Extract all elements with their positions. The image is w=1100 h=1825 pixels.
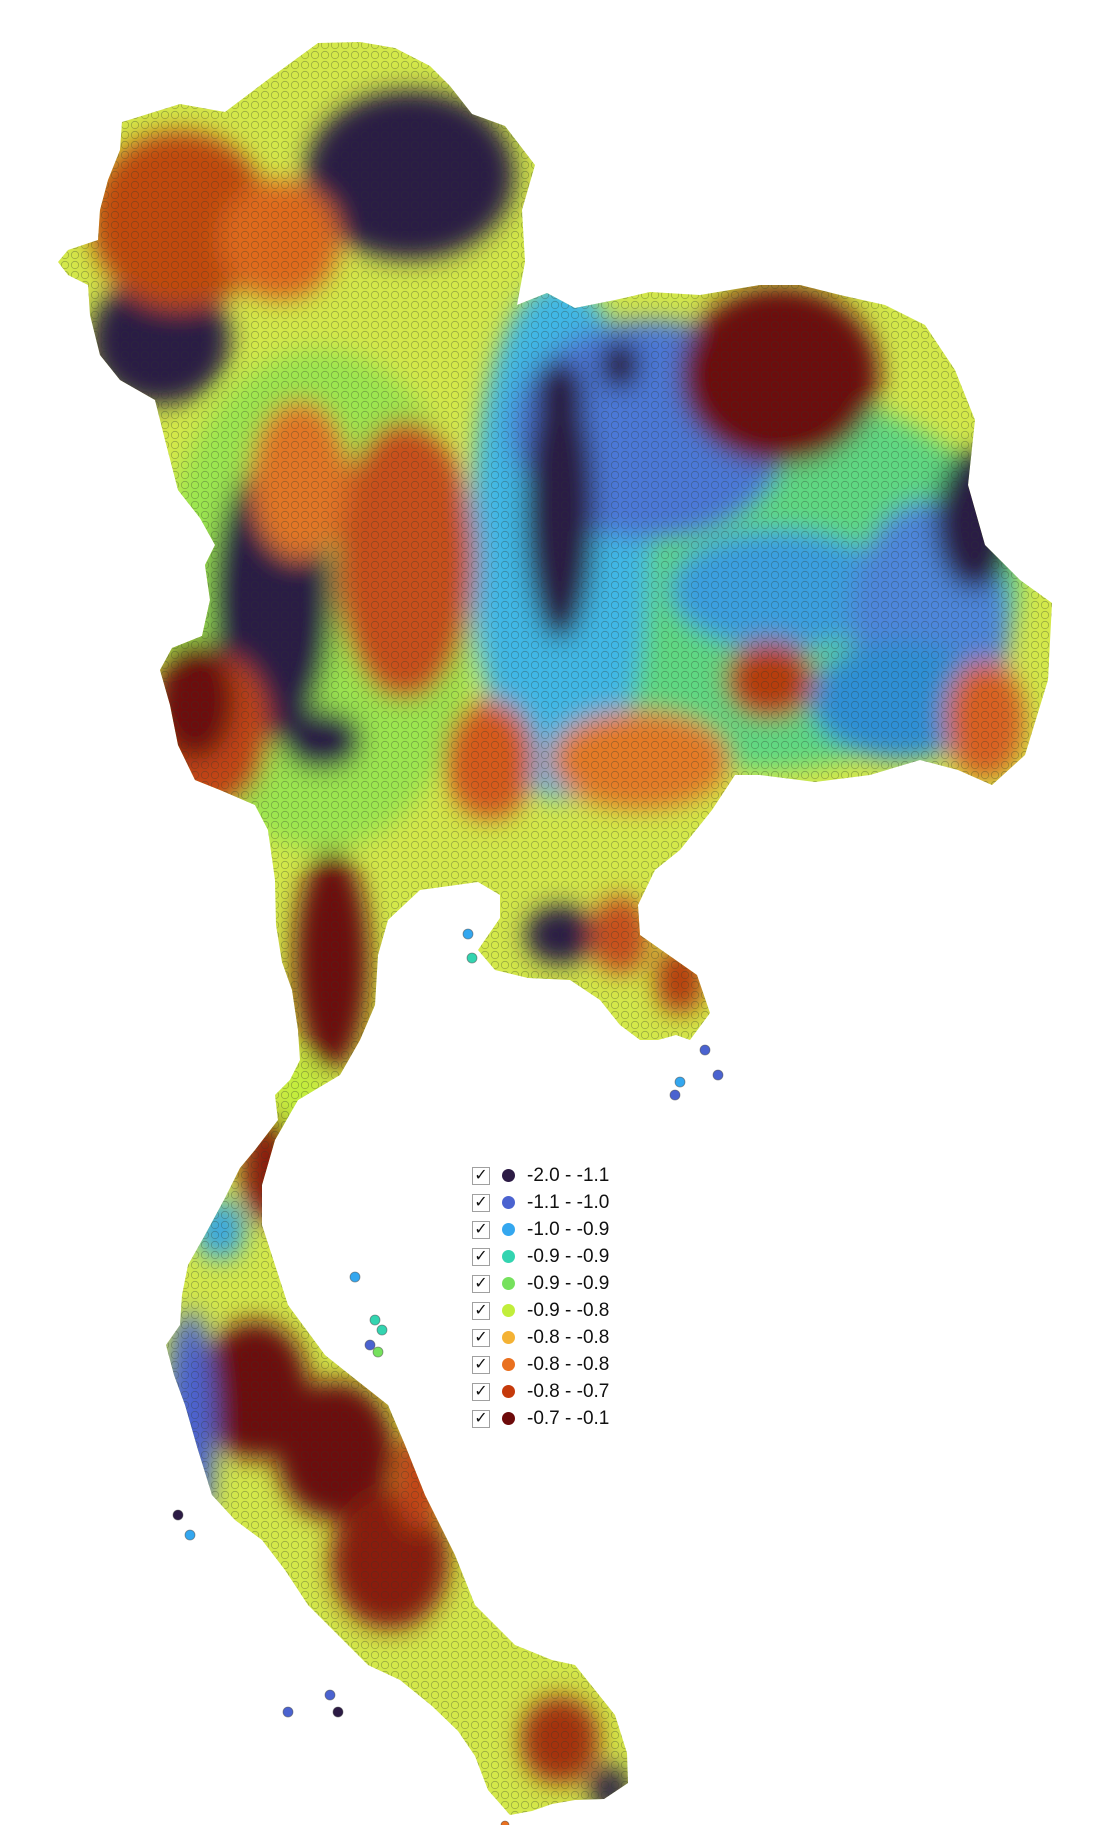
legend-label: -1.1 - -1.0 xyxy=(527,1191,610,1213)
legend-label: -2.0 - -1.1 xyxy=(527,1164,610,1186)
legend-checkbox[interactable]: ✓ xyxy=(472,1166,490,1185)
island-point xyxy=(500,1820,510,1825)
legend-checkbox[interactable]: ✓ xyxy=(472,1193,490,1212)
legend-swatch-circle xyxy=(502,1169,515,1182)
island-point xyxy=(466,952,478,964)
island-points xyxy=(172,928,724,1825)
island-point xyxy=(674,1076,686,1088)
legend-label: -0.8 - -0.7 xyxy=(527,1380,610,1402)
legend-item: ✓ -0.8 - -0.8 xyxy=(472,1351,662,1378)
legend-swatch-circle xyxy=(502,1331,515,1344)
legend-swatch-circle xyxy=(502,1412,515,1425)
legend-checkbox[interactable]: ✓ xyxy=(472,1274,490,1293)
legend-item: ✓ -0.7 - -0.1 xyxy=(472,1405,662,1432)
legend-item: ✓ -0.8 - -0.8 xyxy=(472,1324,662,1351)
legend-swatch-circle xyxy=(502,1358,515,1371)
legend-swatch-circle xyxy=(502,1385,515,1398)
island-point xyxy=(669,1089,681,1101)
island-point xyxy=(282,1706,294,1718)
legend-label: -0.9 - -0.8 xyxy=(527,1299,610,1321)
legend-checkbox[interactable]: ✓ xyxy=(472,1328,490,1347)
legend-label: -0.8 - -0.8 xyxy=(527,1353,610,1375)
island-point xyxy=(372,1346,384,1358)
legend-item: ✓ -1.1 - -1.0 xyxy=(472,1189,662,1216)
island-point xyxy=(699,1044,711,1056)
legend-checkbox[interactable]: ✓ xyxy=(472,1301,490,1320)
island-point xyxy=(462,928,474,940)
legend-item: ✓ -0.9 - -0.9 xyxy=(472,1243,662,1270)
legend-item: ✓ -1.0 - -0.9 xyxy=(472,1216,662,1243)
island-point xyxy=(349,1271,361,1283)
legend-label: -0.7 - -0.1 xyxy=(527,1407,610,1429)
legend-swatch-circle xyxy=(502,1250,515,1263)
legend-swatch-circle xyxy=(502,1196,515,1209)
legend-swatch-circle xyxy=(502,1277,515,1290)
island-point xyxy=(332,1706,344,1718)
legend-item: ✓ -0.9 - -0.9 xyxy=(472,1270,662,1297)
legend-label: -0.9 - -0.9 xyxy=(527,1272,610,1294)
island-point xyxy=(712,1069,724,1081)
legend: ✓ -2.0 - -1.1 ✓ -1.1 - -1.0 ✓ -1.0 - -0.9 ✓ -0.… xyxy=(472,1162,662,1432)
legend-item: ✓ -2.0 - -1.1 xyxy=(472,1162,662,1189)
legend-item: ✓ -0.9 - -0.8 xyxy=(472,1297,662,1324)
legend-label: -1.0 - -0.9 xyxy=(527,1218,610,1240)
legend-checkbox[interactable]: ✓ xyxy=(472,1220,490,1239)
island-point xyxy=(376,1324,388,1336)
legend-checkbox[interactable]: ✓ xyxy=(472,1409,490,1428)
island-point xyxy=(184,1529,196,1541)
legend-swatch-circle xyxy=(502,1304,515,1317)
legend-label: -0.9 - -0.9 xyxy=(527,1245,610,1267)
island-point xyxy=(172,1509,184,1521)
legend-item: ✓ -0.8 - -0.7 xyxy=(472,1378,662,1405)
island-point xyxy=(364,1339,376,1351)
legend-label: -0.8 - -0.8 xyxy=(527,1326,610,1348)
island-point xyxy=(369,1314,381,1326)
legend-checkbox[interactable]: ✓ xyxy=(472,1382,490,1401)
legend-checkbox[interactable]: ✓ xyxy=(472,1355,490,1374)
legend-swatch-circle xyxy=(502,1223,515,1236)
legend-checkbox[interactable]: ✓ xyxy=(472,1247,490,1266)
island-point xyxy=(324,1689,336,1701)
